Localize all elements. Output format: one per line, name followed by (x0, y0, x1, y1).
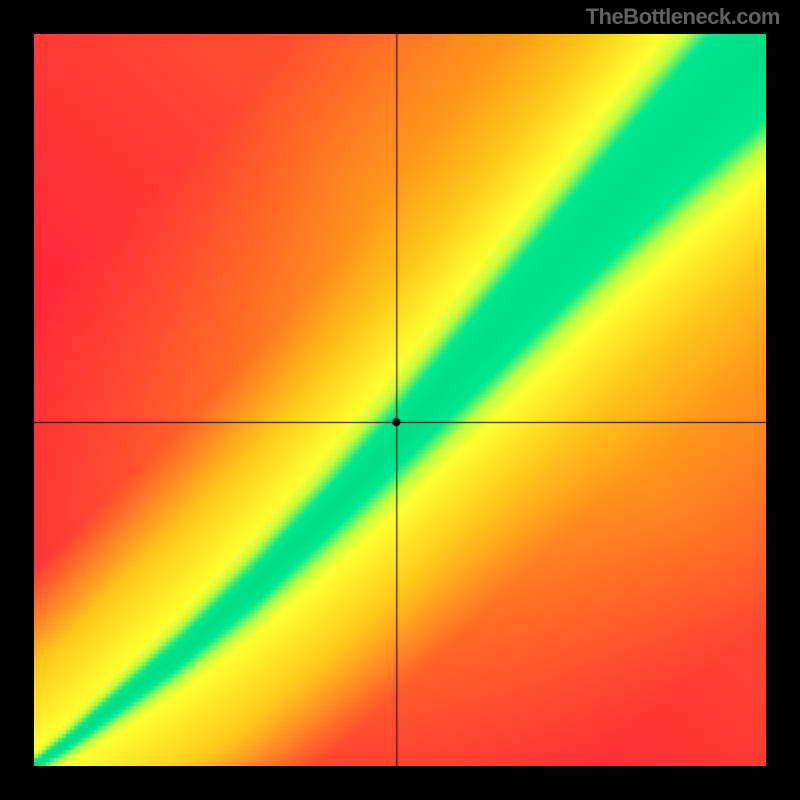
watermark-text: TheBottleneck.com (586, 4, 780, 30)
chart-container: TheBottleneck.com (0, 0, 800, 800)
bottleneck-heatmap (34, 34, 766, 766)
